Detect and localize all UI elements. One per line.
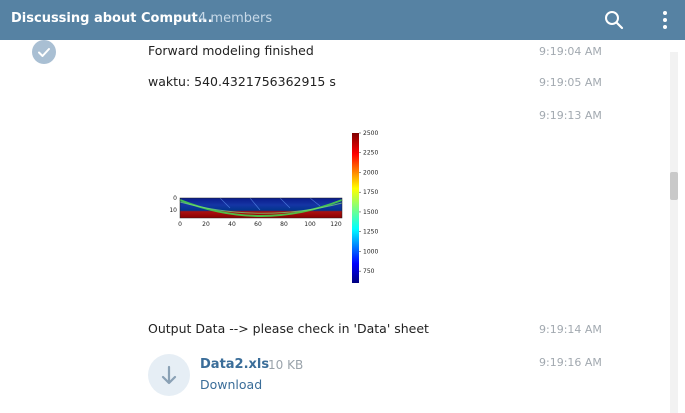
- colorbar-tick-label: 1750: [363, 189, 378, 196]
- plot-frame: [179, 197, 343, 219]
- file-size: 10 KB: [268, 358, 304, 372]
- x-tick-label: 80: [280, 221, 288, 228]
- message-text: Forward modeling finished: [148, 43, 314, 58]
- scrollbar-thumb[interactable]: [670, 172, 678, 200]
- search-icon[interactable]: [602, 8, 626, 32]
- x-tick-label: 40: [228, 221, 236, 228]
- heatmap-plot: 0 20 40 60 80 100 120 010 25002250200017501500…: [169, 130, 378, 283]
- file-name[interactable]: Data2.xls: [200, 357, 270, 372]
- colorbar-tick-label: 1000: [363, 248, 378, 255]
- message-text: Output Data --> please check in 'Data' s…: [148, 321, 429, 336]
- download-arrow-icon[interactable]: [148, 354, 190, 396]
- message-time: 9:19:14 AM: [539, 323, 602, 336]
- wavefront: [179, 201, 343, 214]
- download-link[interactable]: Download: [200, 377, 263, 392]
- colorbar-tick-label: 2500: [363, 130, 378, 137]
- message-history: Forward modeling finished 9:19:04 AM wak…: [0, 40, 685, 413]
- wave-lines: [219, 197, 321, 211]
- y-tick-label: 0: [173, 195, 177, 202]
- check-icon: [32, 40, 56, 64]
- scrollbar-track[interactable]: [670, 52, 678, 413]
- x-axis: 0 20 40 60 80 100 120: [178, 221, 342, 228]
- x-tick-label: 120: [330, 221, 342, 228]
- x-tick-label: 60: [254, 221, 262, 228]
- heatmap-image[interactable]: 0 20 40 60 80 100 120 0 10 2500 2250 2000 1750 1500…: [160, 128, 390, 288]
- colorbar: [352, 133, 359, 283]
- message-time: 9:19:16 AM: [539, 356, 602, 369]
- x-tick-label: 100: [304, 221, 316, 228]
- colorbar-ticks: 2500 2250 2000 1750 1500 1250 1000 750: [359, 130, 378, 275]
- colorbar-tick-label: 1500: [363, 209, 378, 216]
- y-axis: 0 10: [169, 195, 177, 214]
- message-time: 9:19:13 AM: [539, 109, 602, 122]
- x-tick-label: 20: [202, 221, 210, 228]
- chat-header: Discussing about Comput... 4 members: [0, 0, 685, 40]
- members-count[interactable]: 4 members: [198, 11, 273, 26]
- colorbar-tick-label: 1250: [363, 229, 378, 236]
- message-text: waktu: 540.4321756362915 s: [148, 74, 336, 89]
- message-time: 9:19:04 AM: [539, 45, 602, 58]
- y-tick-label: 10: [169, 207, 177, 214]
- colorbar-tick-label: 2000: [363, 169, 378, 176]
- colorbar-tick-label: 2250: [363, 150, 378, 157]
- chat-title[interactable]: Discussing about Comput...: [11, 11, 213, 26]
- message-time: 9:19:05 AM: [539, 76, 602, 89]
- colorbar-tick-label: 750: [363, 268, 375, 275]
- x-tick-label: 0: [178, 221, 182, 228]
- more-vertical-icon[interactable]: [656, 8, 674, 32]
